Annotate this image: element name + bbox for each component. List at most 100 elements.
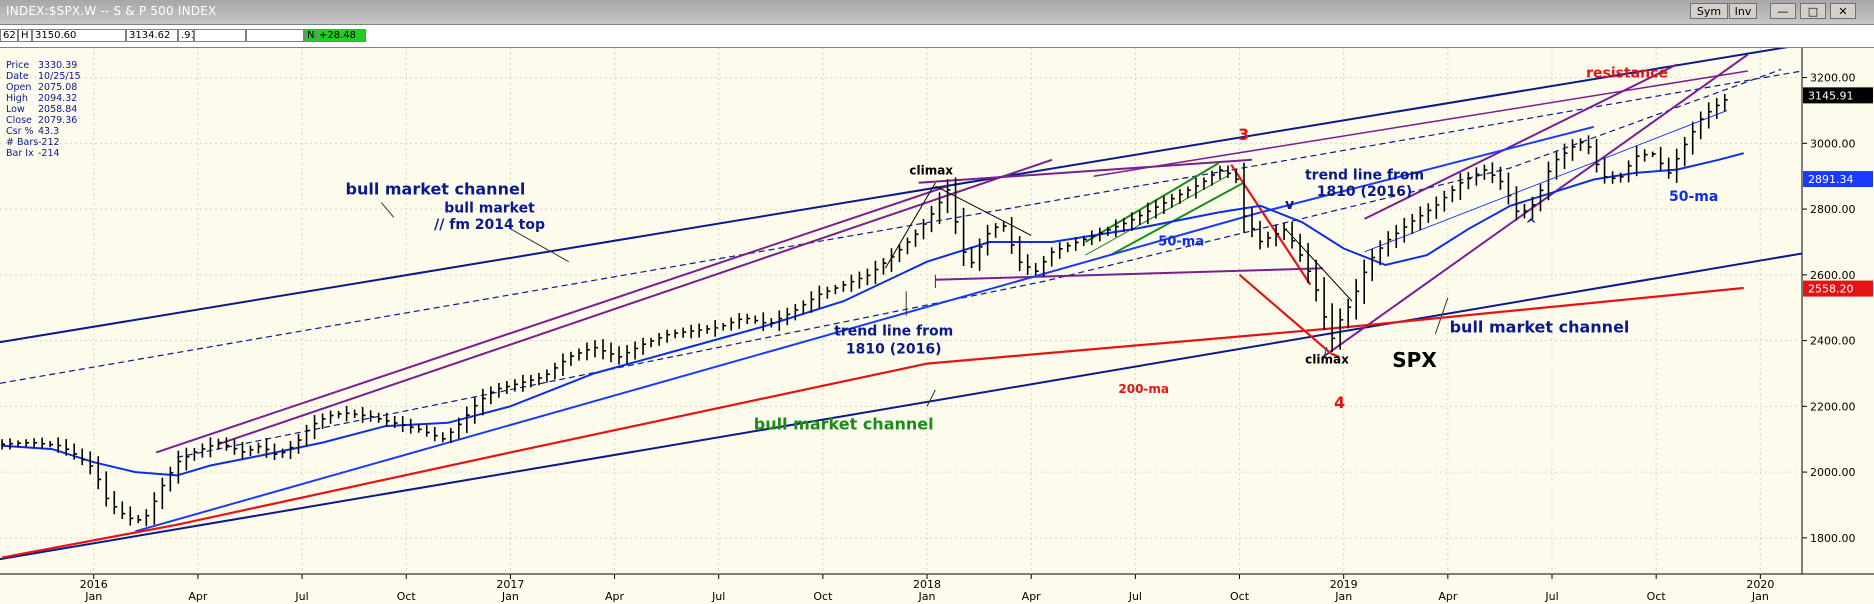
green-channel-lower — [1109, 181, 1245, 256]
annotation-label-18: 50-ma — [1669, 189, 1718, 205]
annotation-label-19: ^ — [1525, 217, 1537, 233]
annotation-label-5: trend line from — [1305, 168, 1424, 184]
x-tick-year-8: 2018 — [913, 578, 941, 591]
window-title: INDEX:$SPX.W -- S & P 500 INDEX — [6, 4, 217, 18]
thin-black-trend-2 — [1285, 228, 1353, 302]
info-field-low: 3134.62 — [126, 29, 178, 42]
annotation-label-1: bull market — [444, 200, 535, 216]
annotation-label-4: 3 — [1238, 125, 1249, 144]
info-value-1: 10/25/15 — [38, 71, 81, 82]
info-value-5: 2079.36 — [38, 115, 77, 126]
ma50-value-badge-bg — [1803, 171, 1873, 188]
info-field-high: 3150.60 — [32, 29, 126, 42]
info-value-3: 2094.32 — [38, 93, 77, 104]
x-tick-month-4: Jan — [501, 590, 519, 603]
bull-market-channel-lower — [0, 252, 1803, 561]
x-tick-month-15: Oct — [1647, 590, 1667, 603]
x-tick-month-14: Jul — [1544, 590, 1558, 603]
close-icon[interactable]: ✕ — [1830, 3, 1856, 19]
annotation-label-16: resistance — [1586, 66, 1668, 82]
info-label-4: Low — [6, 104, 25, 115]
minimize-icon[interactable]: — — [1770, 3, 1796, 19]
annotation-label-9: trend line from — [834, 324, 953, 340]
annotation-leader-6 — [1322, 347, 1328, 361]
annotation-label-12: 200-ma — [1118, 382, 1169, 396]
thin-blue-trend — [1364, 110, 1728, 253]
info-field-mode: H — [18, 29, 32, 42]
ma50-value-badge: 2891.34 — [1808, 173, 1854, 186]
info-label-3: High — [6, 93, 28, 104]
inv-button[interactable]: Inv — [1729, 3, 1757, 19]
annotation-label-11: climax — [1305, 353, 1349, 367]
y-tick-label-6: 3000.00 — [1810, 137, 1856, 150]
annotation-label-3: climax — [909, 164, 953, 178]
plot-background — [0, 48, 1874, 604]
ma200-value-badge: 2558.20 — [1808, 283, 1854, 296]
x-tick-month-3: Oct — [397, 590, 417, 603]
info-label-1: Date — [6, 71, 29, 82]
moving-averages — [1, 152, 1744, 559]
channel-midline — [0, 70, 1803, 384]
annotation-label-15: bull market channel — [754, 414, 934, 433]
info-value-7: -212 — [38, 137, 60, 148]
grid — [0, 48, 1802, 574]
purple-climax-channel-upper — [218, 158, 1053, 446]
annotation-label-7: v — [1285, 197, 1294, 213]
bull-market-channel-upper — [0, 48, 1789, 344]
x-tick-month-12: Jan — [1334, 590, 1352, 603]
price-bars — [1, 93, 1728, 527]
red-decline-lower — [1238, 273, 1332, 355]
x-tick-month-0: Jan — [84, 590, 102, 603]
info-field-bars: 62 — [0, 29, 18, 42]
x-tick-month-1: Apr — [188, 590, 208, 603]
price-value-badge: 3145.91 — [1808, 89, 1854, 102]
x-tick-month-10: Jul — [1128, 590, 1142, 603]
info-field-change: +28.48 — [316, 29, 366, 42]
annotation-label-0: bull market channel — [345, 179, 525, 198]
info-field-blank-1 — [194, 29, 246, 42]
annotation-label-8: 50-ma — [1158, 234, 1204, 249]
purple-base-line — [935, 267, 1323, 281]
info-value-6: 43.3 — [38, 126, 59, 137]
info-label-0: Price — [6, 60, 29, 71]
annotation-label-17: bull market channel — [1450, 317, 1630, 336]
x-tick-month-16: Jan — [1751, 590, 1769, 603]
x-tick-month-7: Oct — [813, 590, 833, 603]
info-bar: 62 H 3150.60 3134.62 .91 N +28.48 — [0, 25, 1874, 48]
info-label-8: Bar Ix — [6, 148, 34, 159]
trend-line-1810 — [135, 125, 1594, 533]
ma200-value-badge-bg — [1803, 280, 1873, 297]
info-field-close: .91 — [178, 29, 194, 42]
purple-top-line — [918, 158, 1253, 184]
price-chart[interactable]: bull market channel bull market// fm 2014… — [0, 48, 1874, 604]
y-tick-label-3: 2400.00 — [1810, 335, 1856, 348]
info-field-n: N — [304, 29, 316, 42]
x-tick-month-13: Apr — [1438, 590, 1458, 603]
ma50-line — [2, 152, 1744, 477]
annotation-leader-4 — [1434, 297, 1449, 335]
x-tick-year-4: 2017 — [496, 578, 524, 591]
annotation-label-10: 1810 (2016) — [846, 342, 942, 358]
info-label-6: Csr % — [6, 126, 34, 137]
x-tick-month-6: Jul — [711, 590, 725, 603]
annotations: bull market channel bull market// fm 2014… — [345, 66, 1718, 434]
data-info-panel: Price 3330.39 Date 10/25/15 Open 2075.08 High 2… — [6, 60, 81, 159]
x-tick-year-16: 2020 — [1746, 578, 1774, 591]
maximize-icon[interactable]: □ — [1800, 3, 1826, 19]
y-axis: 1800.00 2000.00 2200.00 2400.00 2600.00 2800.… — [1802, 72, 1873, 545]
annotation-leader-0 — [380, 202, 395, 218]
info-field-blank-2 — [246, 29, 304, 42]
x-tick-month-11: Oct — [1230, 590, 1250, 603]
sym-button[interactable]: Sym — [1690, 3, 1728, 19]
x-tick-year-12: 2019 — [1330, 578, 1358, 591]
annotation-label-13: 4 — [1334, 393, 1345, 412]
ma200-line — [1, 286, 1744, 559]
annotation-label-2: // fm 2014 top — [434, 217, 545, 233]
info-label-7: # Bars — [6, 137, 38, 148]
price-value-badge-bg — [1803, 87, 1873, 104]
info-value-0: 3330.39 — [38, 60, 77, 71]
annotation-leader-5 — [926, 389, 936, 407]
info-label-2: Open — [6, 82, 31, 93]
